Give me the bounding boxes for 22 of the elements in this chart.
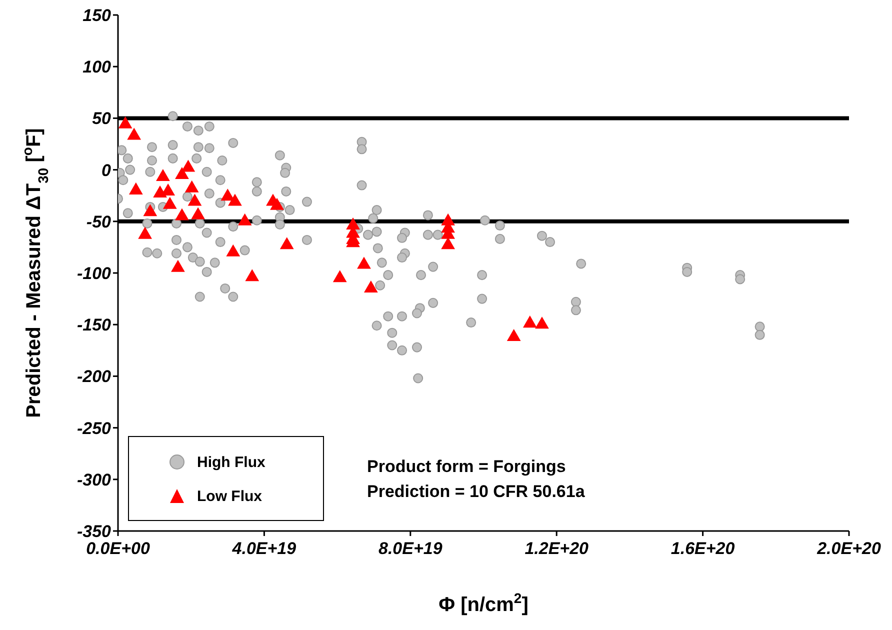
y-tick-label: -150: [76, 316, 112, 335]
y-tick-label: 100: [82, 58, 112, 77]
y-tick-label: -300: [76, 470, 112, 490]
y-tick-label: -100: [76, 264, 112, 284]
y-tick-label: -50: [86, 212, 112, 232]
annotation: Prediction = 10 CFR 50.61a: [367, 482, 585, 502]
x-axis-title: Φ [n/cm$^{2}$]: [438, 590, 528, 616]
y-tick-label: 0: [102, 160, 112, 180]
y-tick-label: 50: [92, 109, 112, 128]
y-tick-label: -350: [76, 522, 112, 542]
legend-label: High Flux: [197, 454, 266, 470]
x-tick-label: 8.0E+19: [378, 539, 443, 558]
x-tick-label: 0.0E+00: [86, 539, 150, 558]
annotation: Product form = Forgings: [367, 457, 566, 477]
legend-label: Low Flux: [197, 488, 262, 504]
x-tick-label: 2.0E+20: [816, 539, 882, 558]
x-tick-label: 4.0E+19: [231, 539, 297, 558]
y-tick-label: -250: [76, 418, 112, 438]
x-tick-label: 1.2E+20: [524, 539, 590, 558]
y-tick-label: -200: [76, 367, 112, 386]
y-tick-label: 150: [82, 6, 112, 26]
x-tick-label: 1.6E+20: [670, 539, 736, 558]
